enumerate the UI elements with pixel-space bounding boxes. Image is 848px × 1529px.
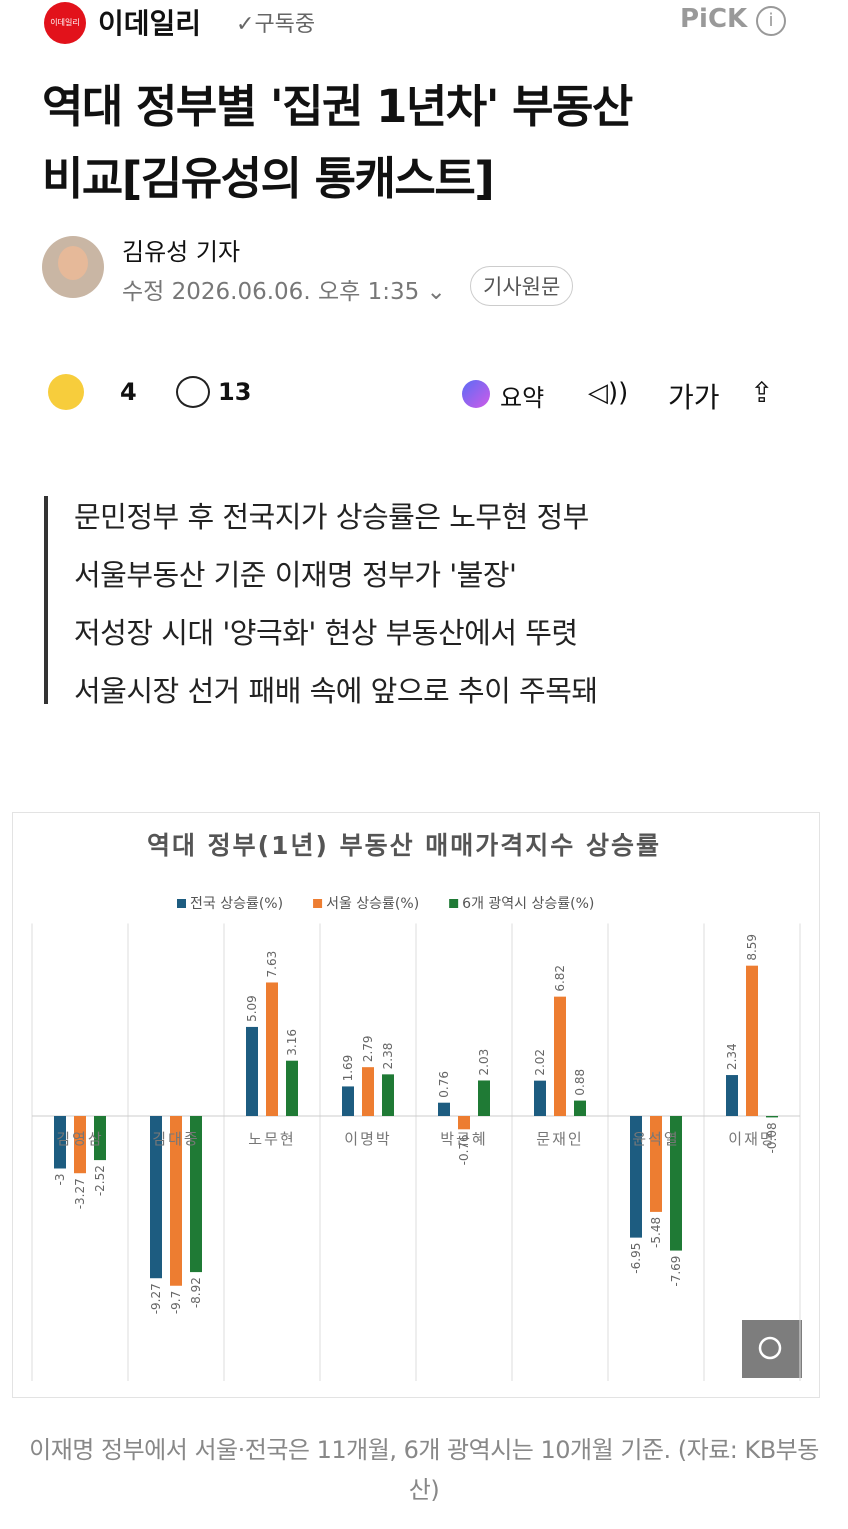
value-label: 2.38 [381, 1043, 395, 1070]
value-label: -9.27 [149, 1283, 163, 1314]
bar [726, 1075, 738, 1116]
value-label: 2.79 [361, 1035, 375, 1062]
value-label: 0.76 [437, 1071, 451, 1098]
legend-label: 6개 광역시 상승률(%) [462, 896, 594, 912]
bar [554, 996, 566, 1116]
value-label: 7.63 [265, 951, 279, 978]
bar [170, 1116, 182, 1286]
zoom-icon [758, 1336, 782, 1360]
author-avatar[interactable] [42, 236, 104, 298]
summary-line: 저성장 시대 '양극화' 현상 부동산에서 뚜렷 [74, 616, 578, 650]
comment-icon[interactable] [176, 376, 210, 408]
value-label: 8.59 [745, 934, 759, 961]
bar [766, 1116, 778, 1118]
value-label: -3.27 [73, 1178, 87, 1209]
value-label: 0.88 [573, 1069, 587, 1096]
value-label: -7.69 [669, 1256, 683, 1287]
bar [574, 1100, 586, 1116]
x-tick-label: 노무현 [248, 1130, 295, 1148]
value-label: -3 [53, 1174, 67, 1186]
info-icon[interactable]: i [756, 6, 786, 36]
value-label: -8.92 [189, 1277, 203, 1308]
quote-bar [44, 496, 48, 704]
bar [534, 1080, 546, 1116]
pick-label: PiCK [680, 4, 748, 34]
value-label: 5.09 [245, 995, 259, 1022]
bar [246, 1026, 258, 1116]
x-tick-label: 김영삼 [56, 1130, 103, 1148]
chart-title: 역대 정부(1년) 부동산 매매가격지수 상승률 [147, 831, 661, 860]
bar [54, 1116, 66, 1169]
chart: 역대 정부(1년) 부동산 매매가격지수 상승률 전국 상승률(%) 서울 상승률… [12, 812, 820, 1398]
article-title: 비교[김유성의 통캐스트] [42, 152, 495, 205]
bar [478, 1080, 490, 1116]
bar [670, 1116, 682, 1251]
bar [94, 1116, 106, 1161]
value-label: 2.03 [477, 1049, 491, 1076]
value-label: 2.34 [725, 1043, 739, 1070]
article-date[interactable]: 수정 2026.06.06. 오후 1:35 ⌄ [122, 279, 446, 305]
x-tick-label: 윤석열 [632, 1130, 679, 1148]
comment-count: 13 [218, 378, 252, 406]
legend-label: 전국 상승률(%) [190, 896, 283, 912]
value-label: -2.52 [93, 1165, 107, 1196]
summary-line: 서울부동산 기준 이재명 정부가 '불장' [74, 558, 517, 592]
x-tick-label: 박근혜 [440, 1130, 487, 1148]
value-label: -6.95 [629, 1243, 643, 1274]
bar [74, 1116, 86, 1174]
value-label: 3.16 [285, 1029, 299, 1056]
subscribe-label: 구독중 [254, 12, 316, 37]
value-label: 6.82 [553, 965, 567, 992]
bar [286, 1060, 298, 1116]
bar [342, 1086, 354, 1116]
value-label: -0.08 [765, 1122, 779, 1153]
legend-swatch [313, 899, 323, 908]
reaction-icon[interactable] [48, 374, 84, 410]
bar [746, 965, 758, 1116]
bar [266, 982, 278, 1116]
x-tick-label: 이명박 [344, 1130, 391, 1148]
x-tick-label: 문재인 [536, 1130, 583, 1148]
article-title: 역대 정부별 '집권 1년차' 부동산 [42, 80, 633, 133]
bar [650, 1116, 662, 1212]
zoom-button[interactable] [742, 1320, 802, 1378]
tts-icon[interactable]: ◁)) [588, 378, 629, 408]
value-label: -0.76 [457, 1134, 471, 1165]
bar [438, 1102, 450, 1116]
value-label: -9.7 [169, 1291, 183, 1314]
share-icon[interactable]: ⇪ [750, 376, 774, 409]
font-button[interactable]: 가가 [668, 381, 720, 414]
press-name[interactable]: 이데일리 [98, 7, 202, 40]
legend-label: 서울 상승률(%) [326, 896, 419, 912]
value-label: 1.69 [341, 1055, 355, 1082]
summary-line: 서울시장 선거 패배 속에 앞으로 추이 주목돼 [74, 674, 598, 708]
value-label: -5.48 [649, 1217, 663, 1248]
summary-icon[interactable] [462, 380, 490, 408]
bar [458, 1116, 470, 1130]
press-logo[interactable]: 이데일리 [44, 2, 86, 44]
bar [190, 1116, 202, 1273]
image-caption: 이재명 정부에서 서울·전국은 11개월, 6개 광역시는 10개월 기준. (… [29, 1436, 819, 1504]
bar [362, 1067, 374, 1116]
x-tick-label: 이재명 [728, 1130, 775, 1148]
summary-button[interactable]: 요약 [500, 384, 545, 412]
author-name[interactable]: 김유성 기자 [122, 238, 241, 266]
original-button[interactable]: 기사원문 [470, 266, 574, 306]
legend-swatch [177, 899, 186, 908]
x-tick-label: 김대중 [152, 1130, 199, 1148]
subscribe-state[interactable]: ✓구독중 [236, 12, 316, 37]
value-label: 2.02 [533, 1049, 547, 1076]
bar [150, 1116, 162, 1279]
date-text: 수정 2026.06.06. 오후 1:35 [122, 279, 420, 305]
summary-line: 문민정부 후 전국지가 상승률은 노무현 정부 [74, 500, 589, 534]
legend-swatch [449, 899, 459, 908]
bar [630, 1116, 642, 1238]
bar [382, 1074, 394, 1116]
reaction-count: 4 [120, 378, 137, 406]
